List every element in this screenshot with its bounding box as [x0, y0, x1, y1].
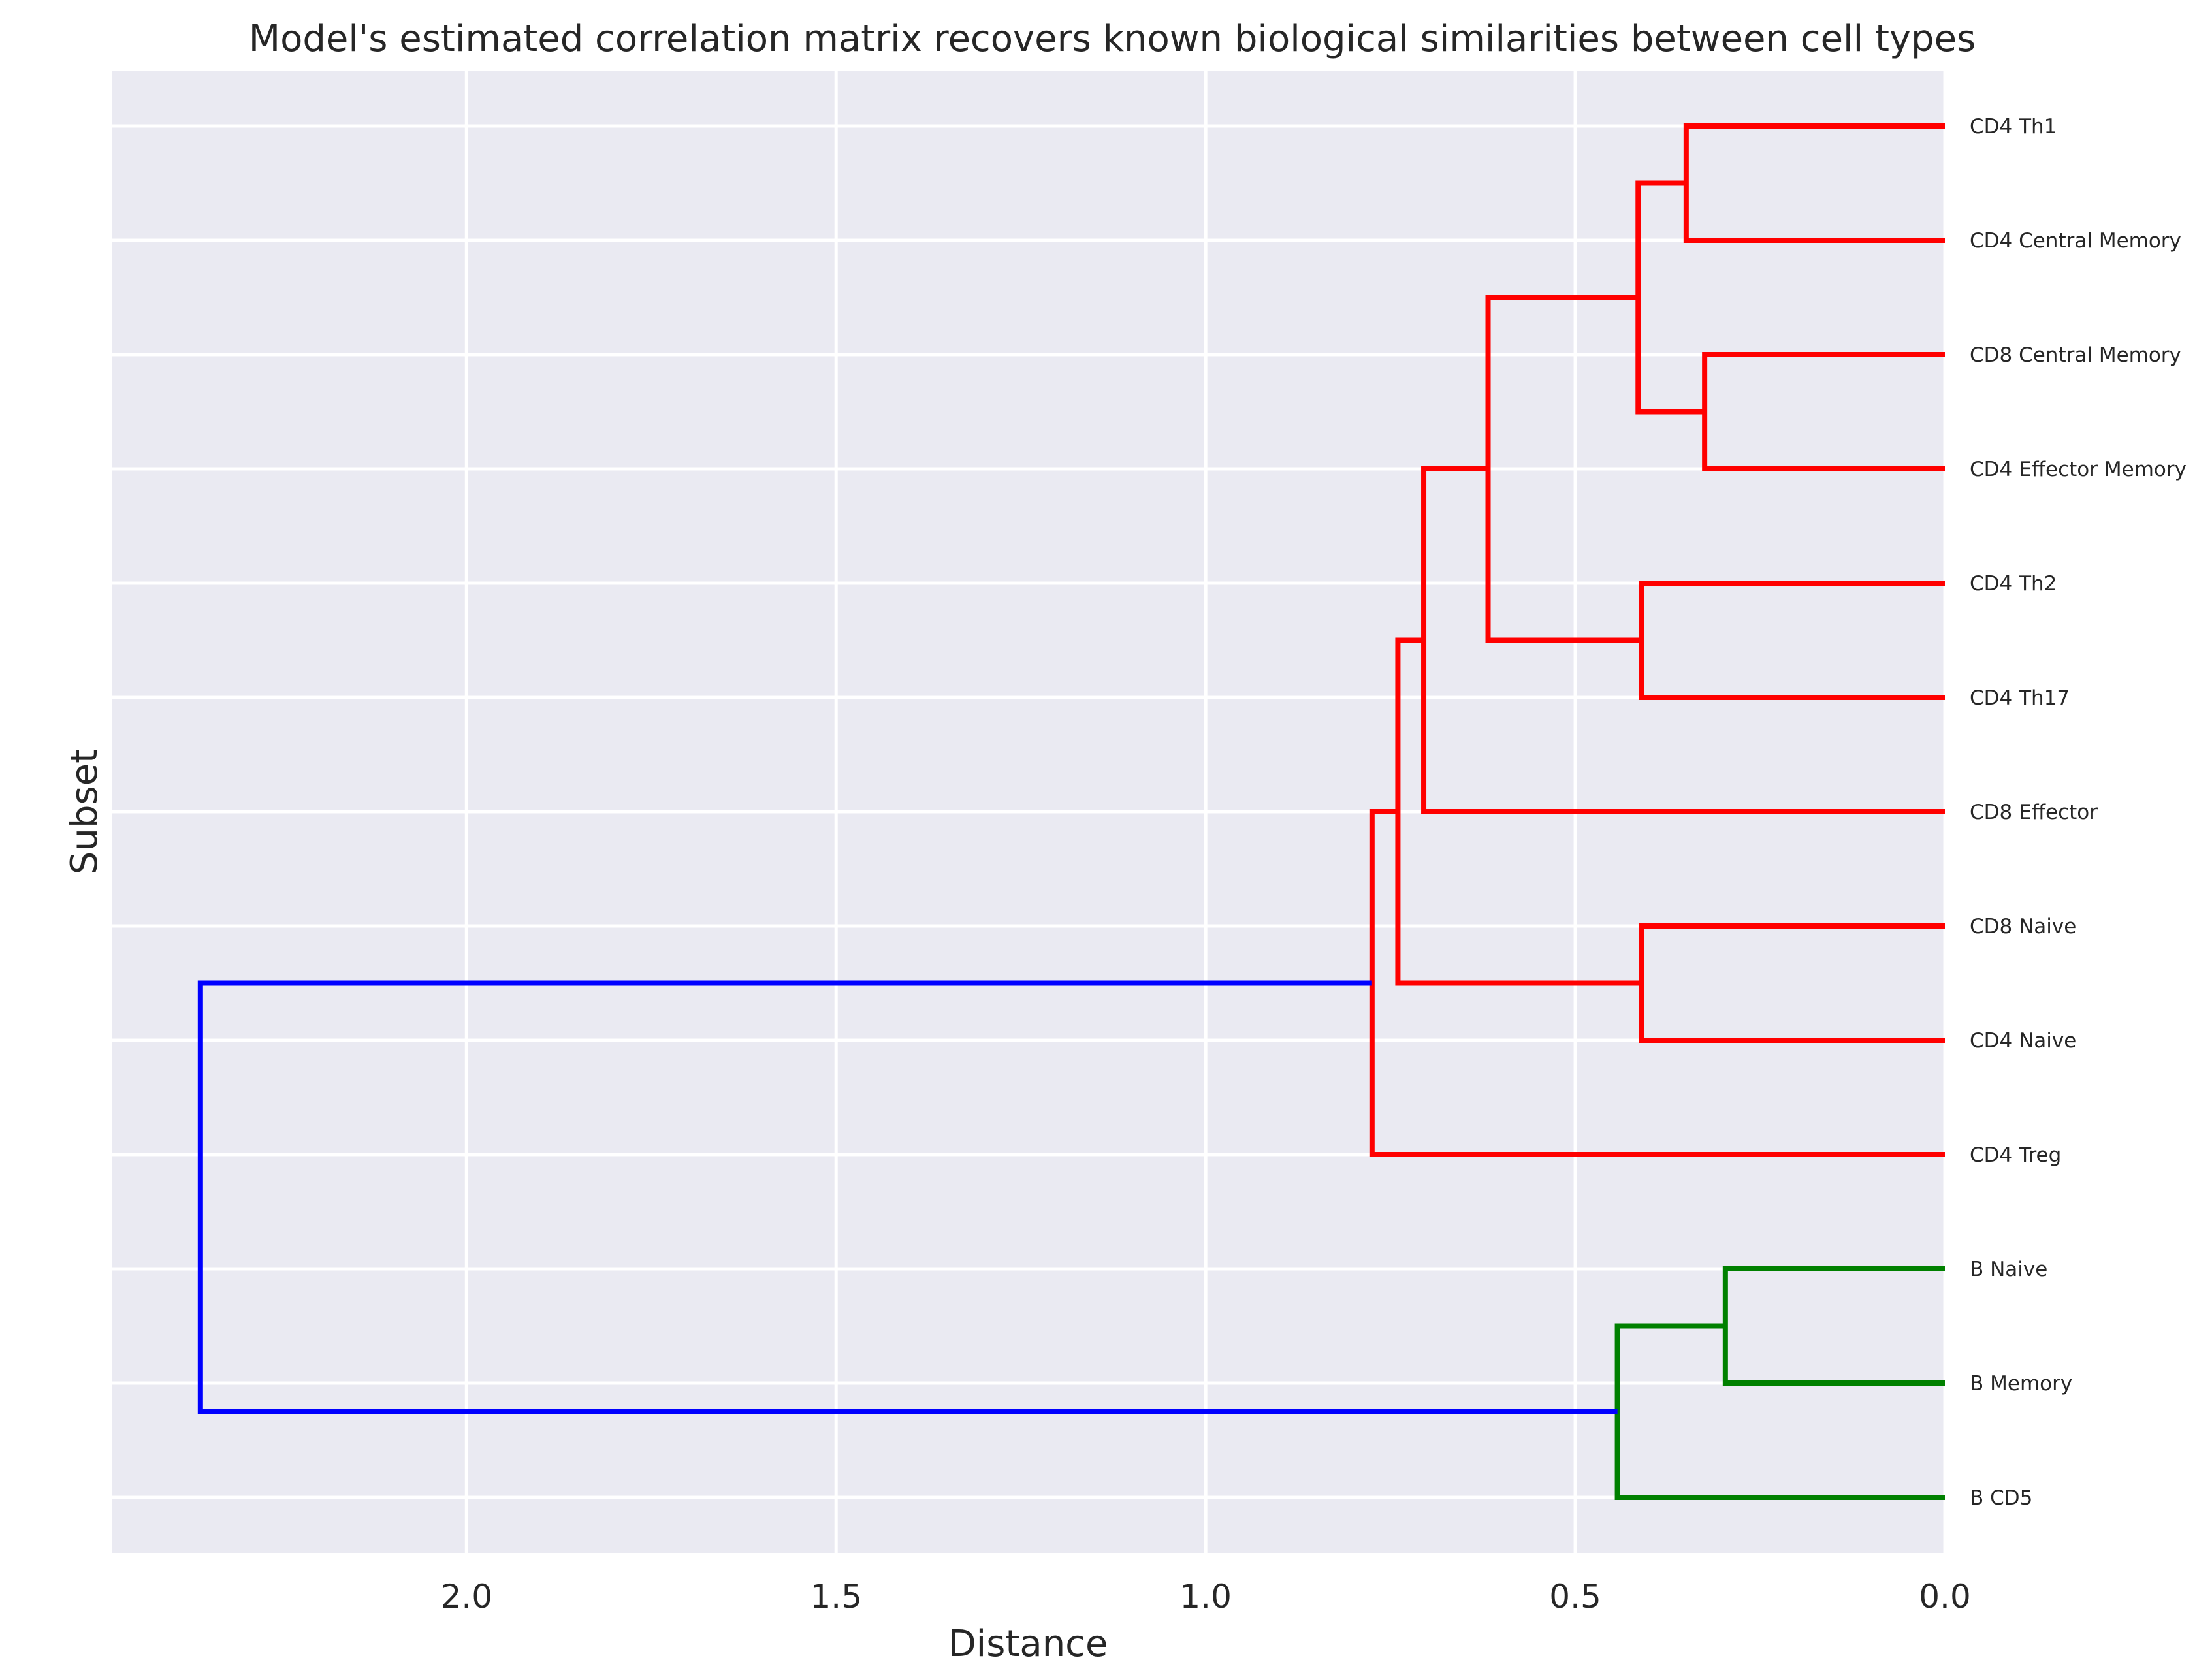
- leaf-label: B Naive: [1970, 1258, 2047, 1281]
- leaf-label: B Memory: [1970, 1372, 2072, 1396]
- x-tick-label: 0.5: [1549, 1578, 1601, 1616]
- leaf-label: CD8 Central Memory: [1970, 343, 2181, 367]
- leaf-label: CD8 Effector: [1970, 801, 2098, 824]
- x-tick-label: 2.0: [441, 1578, 493, 1616]
- dendrogram-links: [197, 123, 1945, 1500]
- dendrogram-link: [197, 980, 1618, 1414]
- x-axis-label: Distance: [948, 1623, 1108, 1665]
- leaf-label: CD4 Treg: [1970, 1143, 2061, 1167]
- leaf-label: CD4 Central Memory: [1970, 229, 2181, 253]
- chart-title: Model's estimated correlation matrix rec…: [249, 18, 1976, 60]
- x-tick-labels: 2.0 1.5 1.0 0.5 0.0: [441, 1578, 1971, 1616]
- y-axis-label: Subset: [63, 749, 106, 874]
- leaf-label: CD4 Naive: [1970, 1029, 2076, 1053]
- leaf-labels: CD4 Th1 CD4 Central Memory CD8 Central Mem…: [1970, 115, 2187, 1510]
- leaf-label: B CD5: [1970, 1486, 2032, 1510]
- leaf-label: CD8 Naive: [1970, 915, 2076, 938]
- leaf-label: CD4 Th2: [1970, 572, 2057, 596]
- leaf-label: CD4 Effector Memory: [1970, 458, 2187, 481]
- x-tick-label: 1.0: [1179, 1578, 1232, 1616]
- leaf-label: CD4 Th1: [1970, 115, 2057, 138]
- leaf-label: CD4 Th17: [1970, 686, 2070, 710]
- x-tick-label: 1.5: [810, 1578, 862, 1616]
- x-tick-label: 0.0: [1919, 1578, 1971, 1616]
